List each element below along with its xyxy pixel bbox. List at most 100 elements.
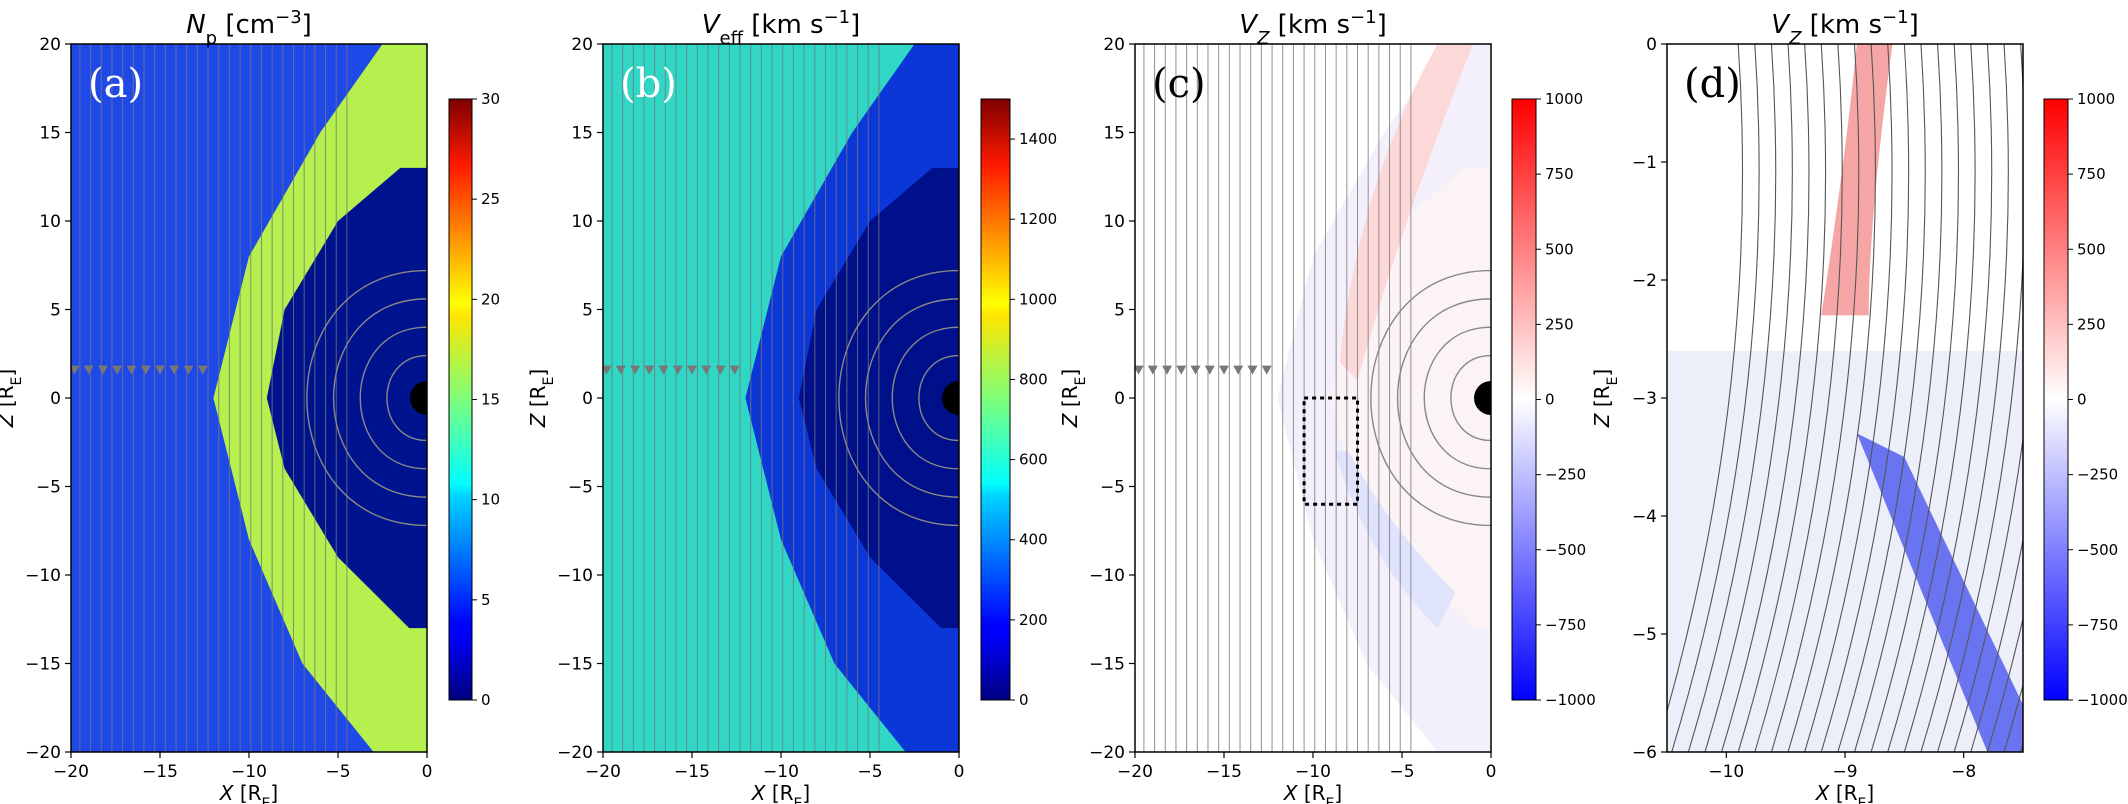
panel-b: −20 −15 −10 −5 0 20 15 10 5 0 −5 −10 −15 −20 X [RE] Z [… [526, 7, 1057, 804]
flow-arrow [715, 365, 726, 375]
colorbar-tick-label: 0 [2077, 391, 2087, 409]
x-tick-label: −15 [1206, 762, 1242, 782]
colorbar-tick-label: 250 [1545, 315, 1574, 333]
streamline [1870, 44, 1960, 752]
y-tick-label: 0 [1646, 35, 1657, 55]
streamline [1887, 44, 1976, 752]
panel-title: VZ [km s−1] [1771, 7, 1918, 49]
colorbar-d: 1000 750 500 250 0 −250 −500 −750 −1000 [2043, 90, 2128, 709]
colorbar-tick-label: −500 [2077, 541, 2118, 559]
x-axis-label: X [RE] [1815, 781, 1874, 804]
x-tick-label: −15 [142, 762, 178, 782]
field-loop [306, 269, 427, 527]
flow-arrow [1233, 365, 1244, 375]
colorbar-gradient [448, 98, 473, 701]
flow-arrow [98, 365, 109, 375]
flow-arrow [1147, 365, 1158, 375]
y-tick-label: 5 [50, 301, 61, 321]
colorbar-tick-label: 5 [481, 591, 491, 609]
flow-arrow [1176, 365, 1187, 375]
field-loop [838, 269, 959, 527]
y-axis-label: Z [RE] [1590, 369, 1621, 428]
x-tick-label: −10 [1708, 762, 1744, 782]
flow-arrow [155, 365, 165, 375]
y-tick-label: −10 [1089, 566, 1125, 586]
flow-arrow [729, 365, 740, 375]
x-tick-label: −20 [1117, 762, 1153, 782]
colorbar-tick-label: 20 [481, 290, 500, 308]
colorbar-c: 1000 750 500 250 0 −250 −500 −750 −1000 [1511, 90, 1596, 709]
panel-title: Veff [km s−1] [702, 7, 861, 49]
x-tick-label: 0 [422, 762, 433, 782]
y-tick-label: −5 [568, 478, 593, 498]
colorbar-tick-label: 800 [1019, 370, 1048, 388]
colorbar-b: 1400 1200 1000 800 600 400 200 0 [980, 98, 1057, 709]
field-loop [359, 326, 427, 470]
field-loop [386, 354, 427, 442]
y-tick-label: 15 [39, 124, 61, 144]
y-tick-label: −5 [36, 478, 61, 498]
panel-d: −10 −9 −8 0 −1 −2 −3 −4 −5 −6 X [RE] Z [RE] VZ [km s… [1590, 7, 2128, 804]
streamline [1986, 616, 2023, 752]
colorbar-tick-label: 0 [1019, 691, 1029, 709]
x-axis-label: X [RE] [219, 781, 278, 804]
flow-arrow [672, 365, 683, 375]
colorbar-tick-label: 400 [1019, 531, 1048, 549]
colorbar-tick-label: 1400 [1019, 130, 1057, 148]
y-axis-label: Z [RE] [0, 369, 25, 428]
y-tick-label: −6 [1632, 743, 1657, 763]
y-tick-label: −5 [1100, 478, 1125, 498]
zoom-box [1302, 396, 1359, 506]
flow-arrow [701, 365, 712, 375]
streamline [1903, 44, 1993, 752]
y-axis-label: Z [RE] [1058, 369, 1089, 428]
streamline [1920, 44, 2009, 752]
x-tick-label: 0 [954, 762, 965, 782]
y-tick-label: −1 [1632, 153, 1657, 173]
x-tick-label: 0 [1486, 762, 1497, 782]
colorbar-tick-label: 15 [481, 391, 500, 409]
earth-marker [1474, 381, 1491, 415]
streamline [1837, 44, 1926, 752]
y-tick-label: −20 [557, 743, 593, 763]
y-tick-label: 10 [1103, 212, 1125, 232]
streamline [1737, 44, 1827, 752]
streamline [1787, 44, 1876, 752]
colorbar-tick-label: 500 [1545, 240, 1574, 258]
x-tick-label: −15 [674, 762, 710, 782]
field-loop [1396, 298, 1491, 498]
streamline [1770, 44, 1860, 752]
x-tick-label: −5 [857, 762, 882, 782]
colorbar-tick-label: 600 [1019, 451, 1048, 469]
colorbar-tick-label: 500 [2077, 240, 2106, 258]
y-tick-label: 15 [571, 124, 593, 144]
colorbar-a: 30 25 20 15 10 5 0 [448, 90, 500, 709]
y-tick-label: 20 [1103, 35, 1125, 55]
panel-c: −20 −15 −10 −5 0 20 15 10 5 0 −5 −10 −15 −20 X [RE] Z [… [1058, 7, 1596, 804]
plot-area-b [603, 44, 959, 752]
streamline [1721, 44, 1810, 752]
streamline [1970, 537, 2023, 752]
y-tick-label: 15 [1103, 124, 1125, 144]
y-tick-label: −2 [1632, 271, 1657, 291]
y-tick-label: −4 [1632, 507, 1657, 527]
flow-arrow [603, 365, 612, 375]
colorbar-tick-label: −250 [2077, 466, 2118, 484]
y-tick-label: 0 [582, 389, 593, 409]
colorbar-tick-label: 1200 [1019, 210, 1057, 228]
panel-label: (a) [88, 61, 143, 107]
x-tick-label: −10 [763, 762, 799, 782]
flow-arrow [644, 365, 655, 375]
panel-label: (c) [1152, 61, 1206, 107]
panel-title: Np [cm−3] [186, 7, 312, 49]
streamline [1853, 44, 1943, 752]
y-tick-label: −10 [25, 566, 61, 586]
flow-arrow [169, 365, 180, 375]
flow-arrow [126, 365, 137, 375]
colorbar-tick-label: 1000 [2077, 90, 2115, 108]
flow-arrow [183, 365, 194, 375]
flow-arrow [197, 365, 208, 375]
flow-arrow [1204, 365, 1215, 375]
streamline [1804, 44, 1893, 752]
colorbar-tick-label: −500 [1545, 541, 1586, 559]
